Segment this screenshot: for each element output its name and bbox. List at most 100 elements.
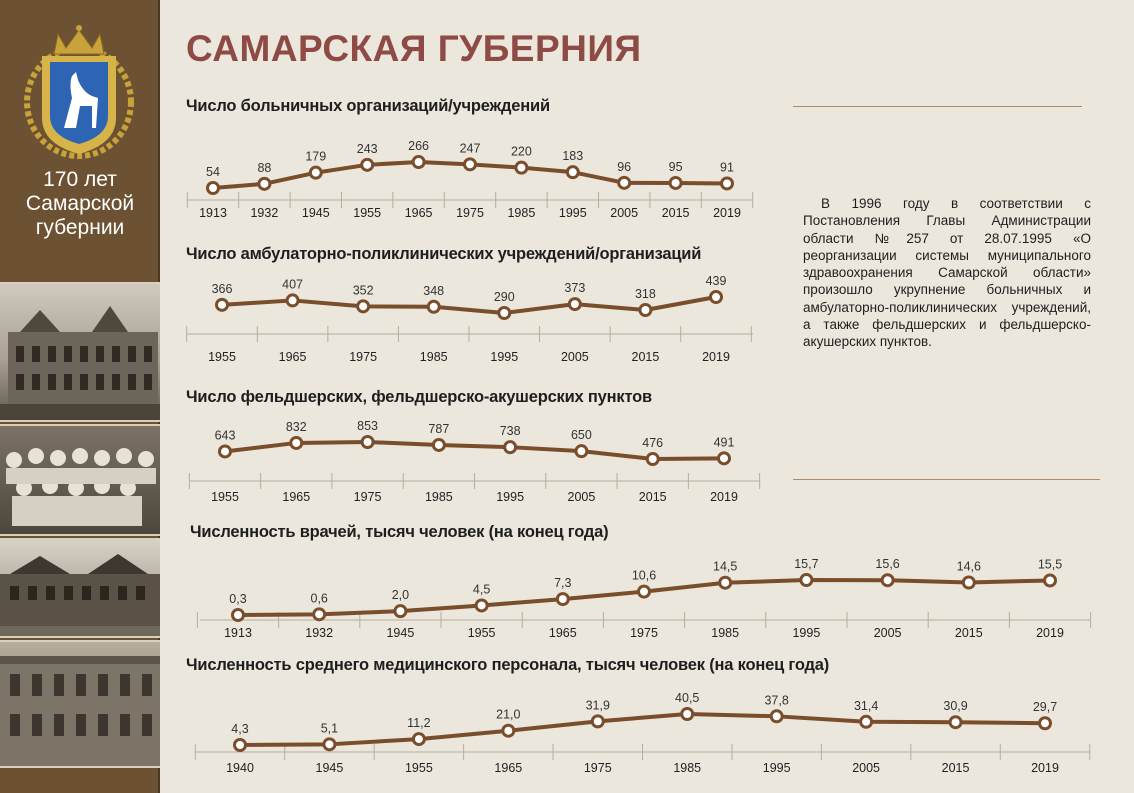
data-point <box>961 575 976 590</box>
data-label: 4,3 <box>231 722 248 736</box>
x-tick-label: 1985 <box>425 490 453 504</box>
data-label: 40,5 <box>675 691 699 705</box>
x-tick-label: 1965 <box>405 206 433 220</box>
data-point <box>426 299 441 314</box>
data-point <box>360 435 375 449</box>
data-label: 179 <box>305 150 326 164</box>
data-label: 373 <box>564 281 585 295</box>
data-label: 11,2 <box>407 716 430 730</box>
data-label: 5,1 <box>321 721 338 735</box>
data-point <box>463 157 477 172</box>
x-tick-label: 1995 <box>763 761 791 775</box>
data-point <box>285 293 300 308</box>
x-tick-label: 2019 <box>1031 761 1059 775</box>
chart-title-doctors: Численность врачей, тысяч человек (на ко… <box>190 523 609 541</box>
data-label: 10,6 <box>632 569 656 583</box>
x-tick-label: 1932 <box>305 626 333 640</box>
photo-medical-staff <box>0 424 160 536</box>
data-point <box>617 175 632 190</box>
x-tick-label: 2019 <box>702 350 730 364</box>
data-label: 7,3 <box>554 576 571 590</box>
x-tick-label: 1975 <box>456 206 484 220</box>
series-line <box>221 295 717 315</box>
data-point <box>555 592 570 607</box>
x-tick-label: 1955 <box>353 206 381 220</box>
sidebar-caption: 170 лет Самарской губернии <box>0 168 160 240</box>
data-point <box>474 598 489 613</box>
data-label: 243 <box>357 142 378 156</box>
photo-wooden-building <box>0 538 160 638</box>
x-tick-label: 1975 <box>630 626 658 640</box>
data-label: 14,6 <box>957 560 981 574</box>
chart-doctors: 1913 1932 1945 1955 1965 1975 1985 1995 2005 2015… <box>196 557 1092 640</box>
x-tick-label: 1955 <box>208 350 236 364</box>
data-label: 21,0 <box>496 708 520 722</box>
data-label: 91 <box>720 160 734 174</box>
x-tick-label: 1955 <box>211 490 239 504</box>
data-point <box>308 165 323 180</box>
data-point <box>312 607 327 622</box>
data-point <box>411 155 426 169</box>
data-label: 15,6 <box>875 557 899 571</box>
data-point <box>859 714 874 729</box>
data-label: 0,6 <box>311 591 328 605</box>
data-label: 366 <box>212 282 233 296</box>
data-label: 787 <box>428 422 449 436</box>
data-point <box>218 444 232 459</box>
data-label: 31,4 <box>854 699 878 713</box>
data-point <box>257 176 272 191</box>
data-point <box>360 157 375 172</box>
data-point <box>948 715 963 730</box>
data-point <box>501 723 516 738</box>
data-point <box>1043 573 1057 588</box>
x-tick-label: 2005 <box>568 490 596 504</box>
data-label: 643 <box>215 428 236 442</box>
data-label: 853 <box>357 419 378 433</box>
x-tick-label: 1965 <box>494 761 522 775</box>
data-label: 352 <box>353 283 374 297</box>
x-tick-label: 1995 <box>490 350 518 364</box>
data-label: 348 <box>423 284 444 298</box>
chart-title-hospitals: Число больничных организаций/учреждений <box>186 97 550 115</box>
note-bottom-rule <box>793 479 1100 480</box>
data-label: 88 <box>257 161 271 175</box>
data-label: 15,7 <box>794 557 818 571</box>
x-tick-label: 1913 <box>224 626 252 640</box>
x-tick-label: 1965 <box>282 490 310 504</box>
data-point <box>645 452 660 466</box>
x-tick-label: 1913 <box>199 206 227 220</box>
x-tick-label: 1965 <box>279 350 307 364</box>
caption-line: 170 лет <box>43 168 117 191</box>
data-label: 37,8 <box>764 693 788 707</box>
data-point <box>503 440 518 455</box>
x-tick-label: 1975 <box>354 490 382 504</box>
data-point <box>567 297 582 312</box>
data-point <box>718 575 733 590</box>
chart-feldsher: 1955 1965 1975 1985 1995 2005 2015 2019 643 832 85… <box>188 419 761 504</box>
data-label: 2,0 <box>392 588 409 602</box>
series-line <box>239 712 1046 747</box>
x-tick-label: 2019 <box>713 206 741 220</box>
x-tick-label: 2005 <box>874 626 902 640</box>
caption-line: Самарской <box>25 192 135 215</box>
photo-hospital-building <box>0 282 160 422</box>
sidebar: 170 лет Самарской губернии <box>0 0 160 793</box>
x-tick-label: 1985 <box>507 206 535 220</box>
data-label: 15,5 <box>1038 557 1062 571</box>
x-tick-label: 1995 <box>559 206 587 220</box>
x-tick-label: 2005 <box>561 350 589 364</box>
data-point <box>668 175 683 190</box>
data-point <box>709 290 723 304</box>
reorganization-note: В 1996 году в соответствии с Постановлен… <box>803 196 1091 350</box>
data-label: 407 <box>282 277 303 291</box>
data-point <box>514 160 529 175</box>
data-label: 95 <box>669 160 683 174</box>
data-label: 247 <box>460 141 481 155</box>
x-tick-label: 1945 <box>302 206 330 220</box>
data-label: 31,9 <box>586 698 610 712</box>
data-point <box>322 737 337 752</box>
x-tick-label: 1965 <box>549 626 577 640</box>
x-tick-label: 2015 <box>942 761 970 775</box>
data-label: 0,3 <box>229 592 246 606</box>
